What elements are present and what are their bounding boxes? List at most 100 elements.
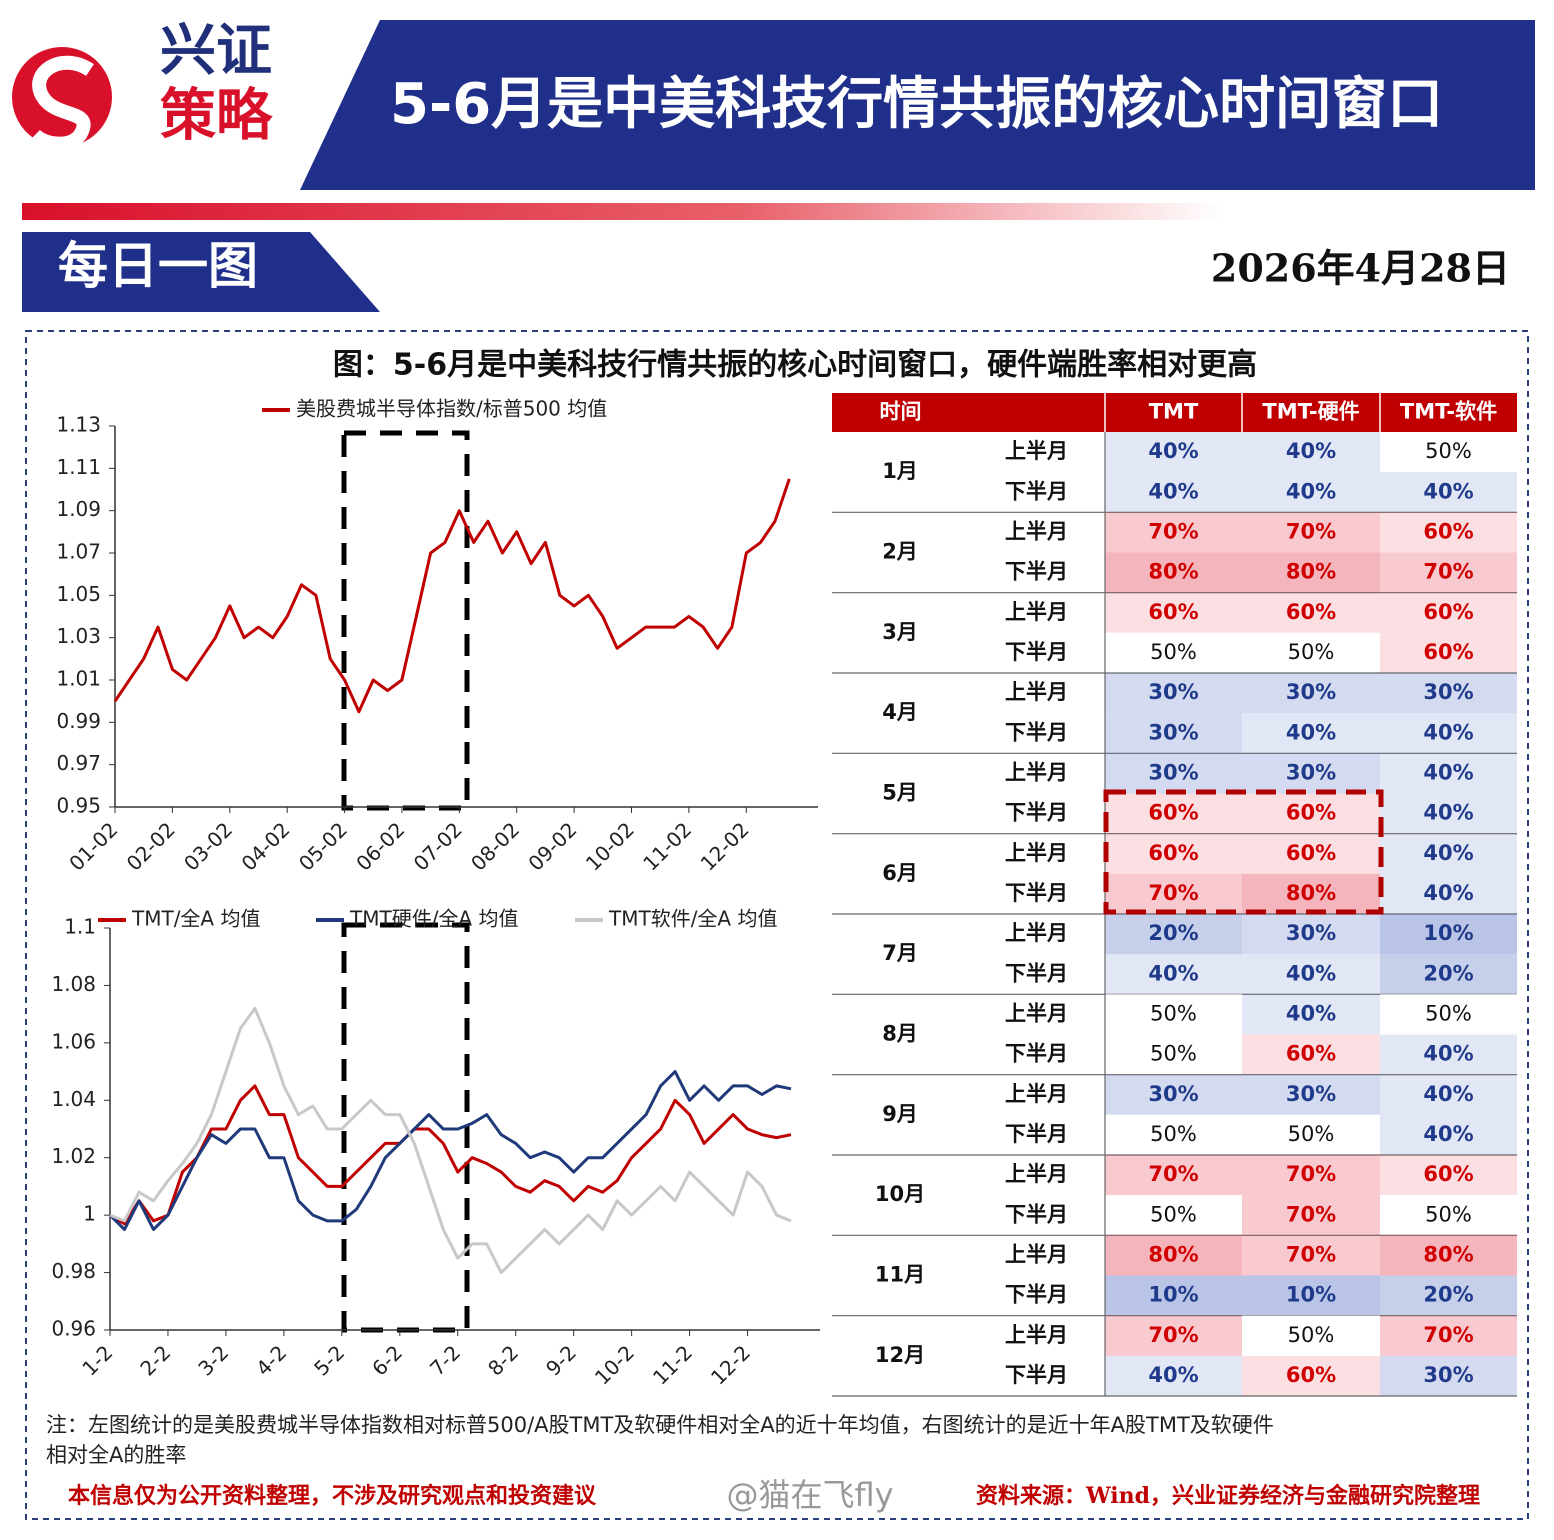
- y-tick-label: 1.02: [51, 1144, 96, 1168]
- legend-label: TMT软件/全A 均值: [608, 907, 777, 931]
- y-tick-label: 1.03: [56, 624, 101, 648]
- cell-bg: [1242, 1355, 1380, 1396]
- cell-bg: [1380, 793, 1517, 834]
- cell-value: 50%: [1288, 1323, 1335, 1347]
- cell-bg: [1380, 432, 1517, 473]
- figure-title: 图：5-6月是中美科技行情共振的核心时间窗口，硬件端胜率相对更高: [333, 348, 1257, 383]
- cell-bg: [1242, 1195, 1380, 1236]
- cell-bg: [1105, 1034, 1242, 1075]
- half-label: 上半月: [1005, 921, 1068, 945]
- legend-label: TMT/全A 均值: [131, 907, 260, 931]
- cell-bg: [1380, 914, 1517, 955]
- logo-swirl: [30, 55, 94, 151]
- cell-value: 60%: [1286, 841, 1336, 865]
- month-label: 8月: [882, 1022, 918, 1046]
- cell-bg: [1380, 1155, 1517, 1196]
- half-label: 上半月: [1005, 1323, 1068, 1347]
- y-tick-label: 0.95: [56, 794, 101, 818]
- cell-bg: [1242, 713, 1380, 754]
- cell-bg: [1380, 713, 1517, 754]
- cell-bg: [1380, 873, 1517, 914]
- cell-value: 40%: [1148, 479, 1198, 503]
- cell-bg: [1105, 1355, 1242, 1396]
- cell-value: 50%: [1150, 1202, 1197, 1226]
- y-tick-label: 1.11: [56, 455, 101, 479]
- cell-value: 40%: [1286, 1001, 1336, 1025]
- y-tick-label: 1.08: [51, 972, 96, 996]
- brand-line2: 策略: [160, 83, 273, 149]
- half-label: 上半月: [1005, 1162, 1068, 1186]
- cell-value: 60%: [1423, 1162, 1473, 1186]
- month-label: 10月: [875, 1182, 925, 1206]
- cell-value: 60%: [1148, 841, 1198, 865]
- cell-value: 50%: [1288, 640, 1335, 664]
- cell-bg: [1242, 1034, 1380, 1075]
- month-label: 12月: [875, 1343, 925, 1367]
- cell-value: 30%: [1423, 680, 1473, 704]
- cell-bg: [1105, 954, 1242, 995]
- cell-value: 10%: [1423, 921, 1473, 945]
- series-line: [113, 478, 791, 714]
- series-line: [109, 1006, 792, 1275]
- half-label: 下半月: [1005, 640, 1068, 664]
- section-tab: [22, 232, 380, 312]
- y-tick-label: 1.06: [51, 1029, 96, 1053]
- cell-bg: [1242, 833, 1380, 874]
- cell-bg: [1242, 914, 1380, 955]
- content-frame: [25, 330, 1529, 1520]
- half-label: 下半月: [1005, 560, 1068, 584]
- half-label: 下半月: [1005, 1202, 1068, 1226]
- y-tick-label: 0.98: [51, 1259, 96, 1283]
- cell-value: 40%: [1148, 439, 1198, 463]
- legend-label: TMT硬件/全A 均值: [349, 907, 518, 931]
- cell-value: 40%: [1423, 841, 1473, 865]
- cell-value: 30%: [1286, 680, 1336, 704]
- cell-bg: [1105, 914, 1242, 955]
- series-line: [108, 1070, 792, 1231]
- cell-value: 70%: [1148, 881, 1198, 905]
- half-label: 上半月: [1005, 841, 1068, 865]
- half-label: 上半月: [1005, 1001, 1068, 1025]
- month-label: 3月: [882, 620, 918, 644]
- series-line: [109, 1084, 792, 1226]
- cell-value: 40%: [1423, 1042, 1473, 1066]
- cell-value: 70%: [1286, 1242, 1336, 1266]
- highlight-box: [341, 430, 470, 811]
- cell-value: 30%: [1423, 1363, 1473, 1387]
- cell-value: 30%: [1148, 720, 1198, 744]
- month-label: 2月: [882, 540, 918, 564]
- cell-bg: [1380, 472, 1517, 513]
- cell-bg: [1380, 1034, 1517, 1075]
- cell-value: 40%: [1423, 881, 1473, 905]
- cell-bg: [1105, 1275, 1242, 1316]
- cell-value: 40%: [1423, 1122, 1473, 1146]
- cell-bg: [1242, 994, 1380, 1035]
- y-tick-label: 1.13: [56, 413, 101, 437]
- y-tick-label: 1.01: [56, 667, 101, 691]
- cell-bg: [1242, 592, 1380, 633]
- cell-bg: [1242, 1275, 1380, 1316]
- month-label: 6月: [882, 861, 918, 885]
- cell-value: 70%: [1423, 560, 1473, 584]
- half-label: 上半月: [1005, 760, 1068, 784]
- cell-value: 70%: [1286, 1202, 1336, 1226]
- cell-value: 10%: [1286, 1283, 1336, 1307]
- half-label: 下半月: [1005, 1122, 1068, 1146]
- cell-value: 60%: [1423, 640, 1473, 664]
- cell-value: 40%: [1423, 1082, 1473, 1106]
- cell-bg: [1242, 673, 1380, 714]
- cell-bg: [1105, 1235, 1242, 1276]
- title-banner: [300, 20, 1535, 190]
- table-header: TMT-软件: [1400, 400, 1497, 424]
- cell-bg: [1105, 1315, 1242, 1356]
- brand-line1: 兴证: [160, 18, 272, 84]
- cell-value: 40%: [1423, 801, 1473, 825]
- cell-value: 60%: [1148, 600, 1198, 624]
- cell-bg: [1242, 793, 1380, 834]
- cell-value: 40%: [1286, 961, 1336, 985]
- cell-bg: [1105, 873, 1242, 914]
- cell-bg: [1105, 552, 1242, 593]
- cell-value: 60%: [1286, 1363, 1336, 1387]
